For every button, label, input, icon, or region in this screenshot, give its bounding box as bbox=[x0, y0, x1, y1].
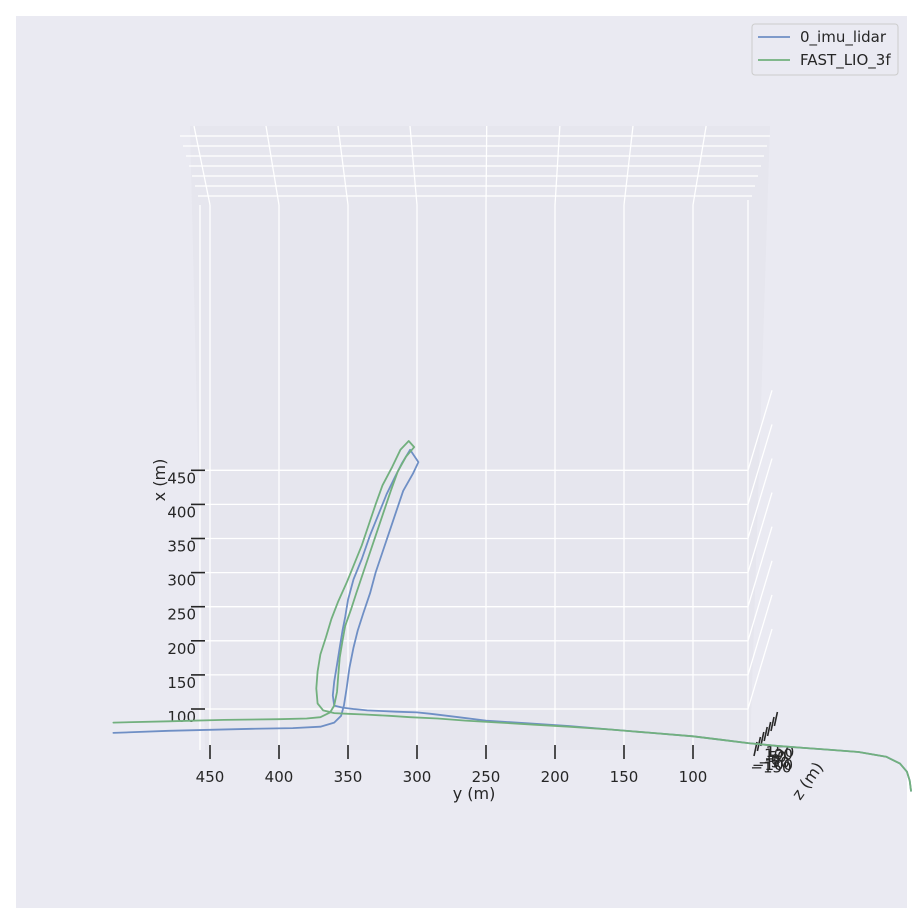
back-pane bbox=[190, 126, 770, 750]
y-tick-label: 200 bbox=[167, 640, 196, 658]
side-gridline bbox=[747, 390, 773, 471]
x-tick-label: 300 bbox=[403, 768, 432, 786]
legend-label-FAST_LIO_3f: FAST_LIO_3f bbox=[800, 51, 891, 70]
z-tick-label: 0 bbox=[771, 751, 781, 769]
legend-label-0_imu_lidar: 0_imu_lidar bbox=[800, 28, 887, 47]
y-tick-label: 350 bbox=[167, 538, 196, 556]
y-tick-label: 100 bbox=[167, 708, 196, 726]
z-tick-label: 100 bbox=[764, 746, 793, 764]
side-gridline bbox=[747, 458, 773, 539]
y-tick-label: 400 bbox=[167, 503, 196, 521]
y-tick-label: 300 bbox=[167, 572, 196, 590]
gridlines bbox=[180, 125, 773, 750]
x-tick-label: 250 bbox=[472, 768, 501, 786]
side-gridline bbox=[747, 492, 773, 573]
axis-panes bbox=[190, 126, 770, 750]
side-gridline bbox=[747, 560, 773, 641]
z-tick-label: 50 bbox=[767, 748, 786, 766]
z-tick-label: −100 bbox=[752, 756, 793, 774]
x-tick-label: 150 bbox=[610, 768, 639, 786]
x-tick-label: 400 bbox=[265, 768, 294, 786]
series-line-FAST_LIO_3f bbox=[112, 440, 912, 792]
z-tick-label: −150 bbox=[750, 759, 791, 777]
x-tick-label: 450 bbox=[196, 768, 225, 786]
z-tick-label: −50 bbox=[758, 753, 790, 771]
side-gridline bbox=[747, 594, 773, 676]
z-tick bbox=[763, 726, 768, 742]
y-tick-label: 450 bbox=[167, 469, 196, 487]
side-gridline bbox=[747, 628, 773, 710]
axis-ticks: 450 400 350 300 250 200 150 100 450 400 350 300 250 2… bbox=[167, 469, 794, 786]
x-tick-label: 350 bbox=[334, 768, 363, 786]
side-gridline bbox=[747, 424, 773, 505]
z-tick bbox=[773, 711, 779, 727]
legend: 0_imu_lidar FAST_LIO_3f bbox=[751, 23, 899, 76]
x-tick-label: 200 bbox=[541, 768, 570, 786]
z-tick bbox=[766, 721, 772, 737]
side-gridline bbox=[747, 526, 773, 607]
y-tick-label: 150 bbox=[167, 674, 196, 692]
y-axis-label: x (m) bbox=[150, 459, 169, 502]
x-tick-label: 100 bbox=[679, 768, 708, 786]
x-axis-label: y (m) bbox=[453, 784, 496, 803]
z-tick bbox=[770, 716, 775, 732]
data-series bbox=[112, 440, 912, 792]
y-tick-label: 250 bbox=[167, 606, 196, 624]
